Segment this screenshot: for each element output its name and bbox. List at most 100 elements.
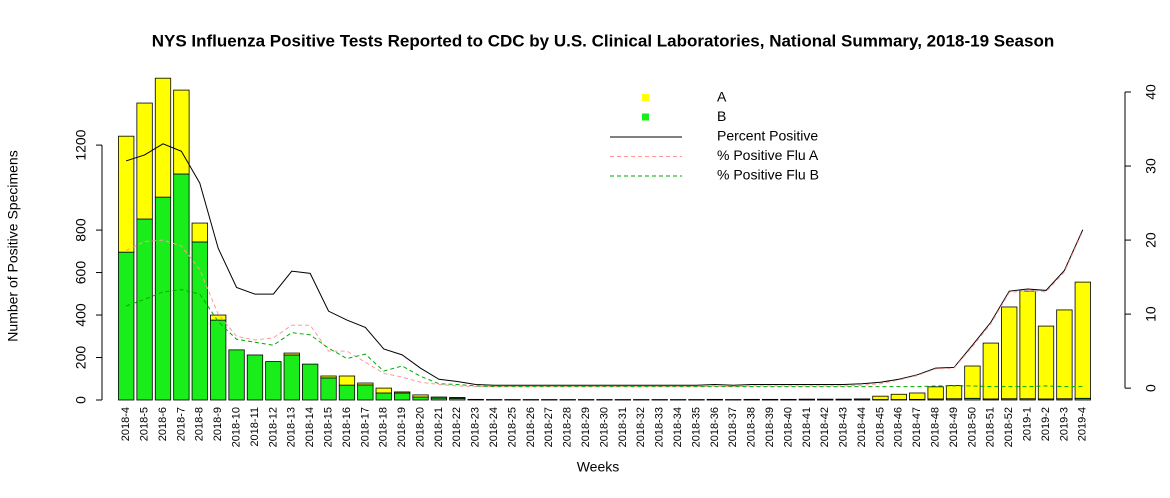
line <box>125 230 1084 388</box>
legend-label: B <box>717 108 726 124</box>
x-tick-label: 2018-21 <box>433 407 445 447</box>
bar <box>320 375 337 379</box>
legend-label: % Positive Flu A <box>717 147 819 163</box>
x-tick-label: 2018-8 <box>194 407 206 441</box>
bar <box>173 173 190 401</box>
x-tick-label: 2018-49 <box>948 407 960 447</box>
x-tick-label: 2018-29 <box>580 407 592 447</box>
bar <box>853 398 871 401</box>
x-tick-label: 2018-19 <box>396 407 408 447</box>
x-tick-label: 2018-47 <box>911 407 923 447</box>
bar <box>210 319 227 401</box>
bar <box>191 241 208 401</box>
x-tick-label: 2018-11 <box>249 407 261 447</box>
x-tick-label: 2018-31 <box>617 407 629 447</box>
x-tick-label: 2018-40 <box>782 407 794 447</box>
x-tick-label: 2018-26 <box>525 407 537 447</box>
bar <box>357 384 374 401</box>
x-tick-label: 2018-43 <box>838 407 850 447</box>
bar <box>412 396 429 401</box>
bar <box>191 222 208 243</box>
y-tick-label: 0 <box>73 396 89 404</box>
bar <box>982 342 999 400</box>
bar <box>945 385 963 400</box>
bar <box>118 135 135 253</box>
x-tick-label: 2018-28 <box>562 407 574 447</box>
x-axis-label: Weeks <box>577 459 620 475</box>
bar <box>430 396 448 399</box>
bar <box>154 77 172 198</box>
x-tick-label: 2018-13 <box>286 407 298 447</box>
y-tick-label: 1200 <box>73 129 89 160</box>
x-tick-label: 2018-4 <box>120 407 132 441</box>
x-tick-label: 2018-46 <box>893 407 905 447</box>
x-tick-label: 2018-10 <box>230 407 242 447</box>
bar <box>283 352 300 356</box>
x-tick-label: 2018-50 <box>966 407 978 447</box>
line <box>126 143 1084 386</box>
legend-swatch <box>642 94 649 101</box>
x-tick-label: 2018-25 <box>506 407 518 447</box>
x-tick-label: 2018-24 <box>488 407 500 447</box>
x-tick-label: 2018-35 <box>690 407 702 447</box>
bar <box>228 349 245 401</box>
y-tick-label: 800 <box>73 218 89 242</box>
x-tick-label: 2018-39 <box>764 407 776 447</box>
legend-label: Percent Positive <box>717 128 818 144</box>
bar <box>872 395 889 400</box>
x-tick-label: 2018-48 <box>930 407 942 447</box>
bar <box>412 394 429 398</box>
x-tick-label: 2018-42 <box>819 407 831 447</box>
y2-tick-label: 30 <box>1143 158 1159 174</box>
x-tick-label: 2018-32 <box>635 407 647 447</box>
bar <box>1001 306 1018 400</box>
bar <box>890 393 907 400</box>
x-tick-label: 2018-23 <box>470 407 482 447</box>
bar <box>338 375 356 386</box>
bar <box>1056 309 1073 400</box>
bar <box>173 89 190 175</box>
x-tick-label: 2018-27 <box>543 407 555 447</box>
bar <box>1019 290 1036 400</box>
x-tick-label: 2018-36 <box>709 407 721 447</box>
x-tick-label: 2018-18 <box>378 407 390 447</box>
bar <box>817 398 834 401</box>
bar <box>357 382 374 386</box>
bar <box>798 398 815 401</box>
bar <box>1037 325 1055 400</box>
bar <box>964 365 981 399</box>
y2-tick-label: 10 <box>1143 306 1159 322</box>
bar <box>394 392 411 401</box>
y-tick-label: 200 <box>73 346 89 370</box>
y2-tick-label: 20 <box>1143 232 1159 248</box>
x-tick-label: 2019-4 <box>1077 407 1089 441</box>
legend-label: A <box>717 89 727 105</box>
x-tick-label: 2018-15 <box>322 407 334 447</box>
bar <box>338 384 356 401</box>
y2-tick-label: 0 <box>1143 384 1159 392</box>
bar <box>449 397 466 399</box>
legend-label: % Positive Flu B <box>717 167 819 183</box>
bar <box>320 377 337 401</box>
y-axis-label: Number of Positive Specimens <box>5 150 21 341</box>
y-tick-label: 400 <box>73 303 89 327</box>
x-tick-label: 2019-3 <box>1058 407 1070 441</box>
bar <box>302 363 319 401</box>
x-tick-label: 2018-41 <box>801 407 813 447</box>
x-tick-label: 2018-38 <box>746 407 758 447</box>
chart-title: NYS Influenza Positive Tests Reported to… <box>152 31 1055 50</box>
bar <box>210 314 227 321</box>
bar <box>927 386 944 400</box>
bar <box>246 354 264 401</box>
x-tick-label: 2018-12 <box>267 407 279 447</box>
x-tick-label: 2018-44 <box>856 407 868 447</box>
x-tick-label: 2018-37 <box>727 407 739 447</box>
bar <box>394 391 411 394</box>
bar <box>375 387 392 394</box>
x-tick-label: 2018-22 <box>451 407 463 447</box>
bar <box>265 361 282 401</box>
bar <box>375 392 392 401</box>
x-tick-label: 2018-6 <box>157 407 169 441</box>
bar <box>154 196 172 401</box>
